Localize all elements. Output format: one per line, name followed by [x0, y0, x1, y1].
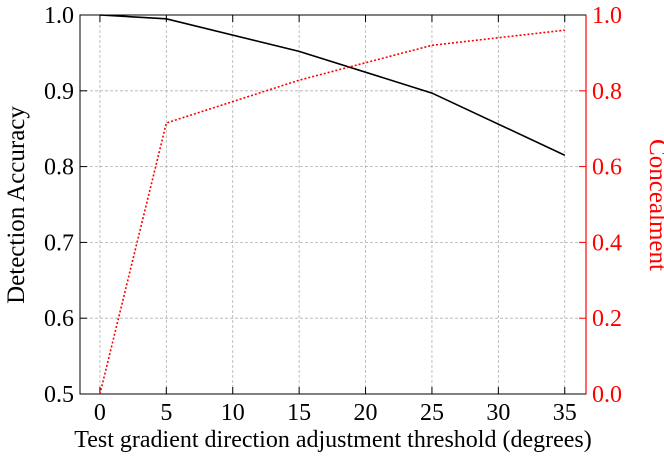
y-axis-label: Detection Accuracy [3, 106, 30, 304]
x-axis-label: Test gradient direction adjustment thres… [74, 427, 592, 453]
x-tick-label: 10 [221, 400, 245, 426]
y2-tick-label: 1.0 [592, 3, 622, 29]
y2-tick-label: 0.4 [592, 230, 622, 256]
y2-tick-label: 0.6 [592, 155, 622, 181]
y-tick-label: 0.9 [44, 79, 74, 105]
series-line [99, 29, 565, 395]
y2-axis-label: Concealment [644, 139, 664, 271]
y-tick-label: 0.8 [44, 155, 74, 181]
x-tick-label: 5 [160, 400, 172, 426]
x-tick-label: 15 [287, 400, 311, 426]
x-tick-label: 20 [354, 400, 378, 426]
x-tick-label: 0 [94, 400, 106, 426]
y-tick-label: 0.5 [44, 382, 74, 408]
x-tick-label: 35 [553, 400, 577, 426]
x-tick-label: 25 [420, 400, 444, 426]
series-line [99, 14, 566, 156]
y-tick-label: 0.7 [44, 230, 74, 256]
y2-tick-label: 0.8 [592, 79, 622, 105]
y2-tick-label: 0.2 [592, 306, 622, 332]
x-tick-label: 30 [486, 400, 510, 426]
y2-tick-label: 0.0 [592, 382, 622, 408]
y-tick-label: 0.6 [44, 306, 74, 332]
y-tick-label: 1.0 [44, 3, 74, 29]
